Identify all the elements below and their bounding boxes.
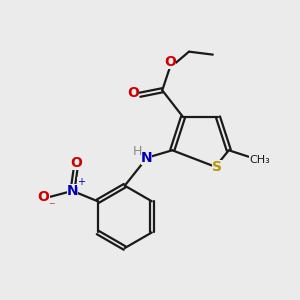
Text: O: O xyxy=(128,86,140,100)
Text: CH₃: CH₃ xyxy=(249,155,270,165)
Text: N: N xyxy=(67,184,78,198)
Text: +: + xyxy=(77,177,86,187)
Text: S: S xyxy=(212,160,222,174)
Text: ⁻: ⁻ xyxy=(48,200,55,213)
Text: N: N xyxy=(141,151,152,165)
Text: O: O xyxy=(164,55,176,69)
Text: H: H xyxy=(133,145,142,158)
Text: O: O xyxy=(38,190,50,204)
Text: O: O xyxy=(70,156,82,170)
